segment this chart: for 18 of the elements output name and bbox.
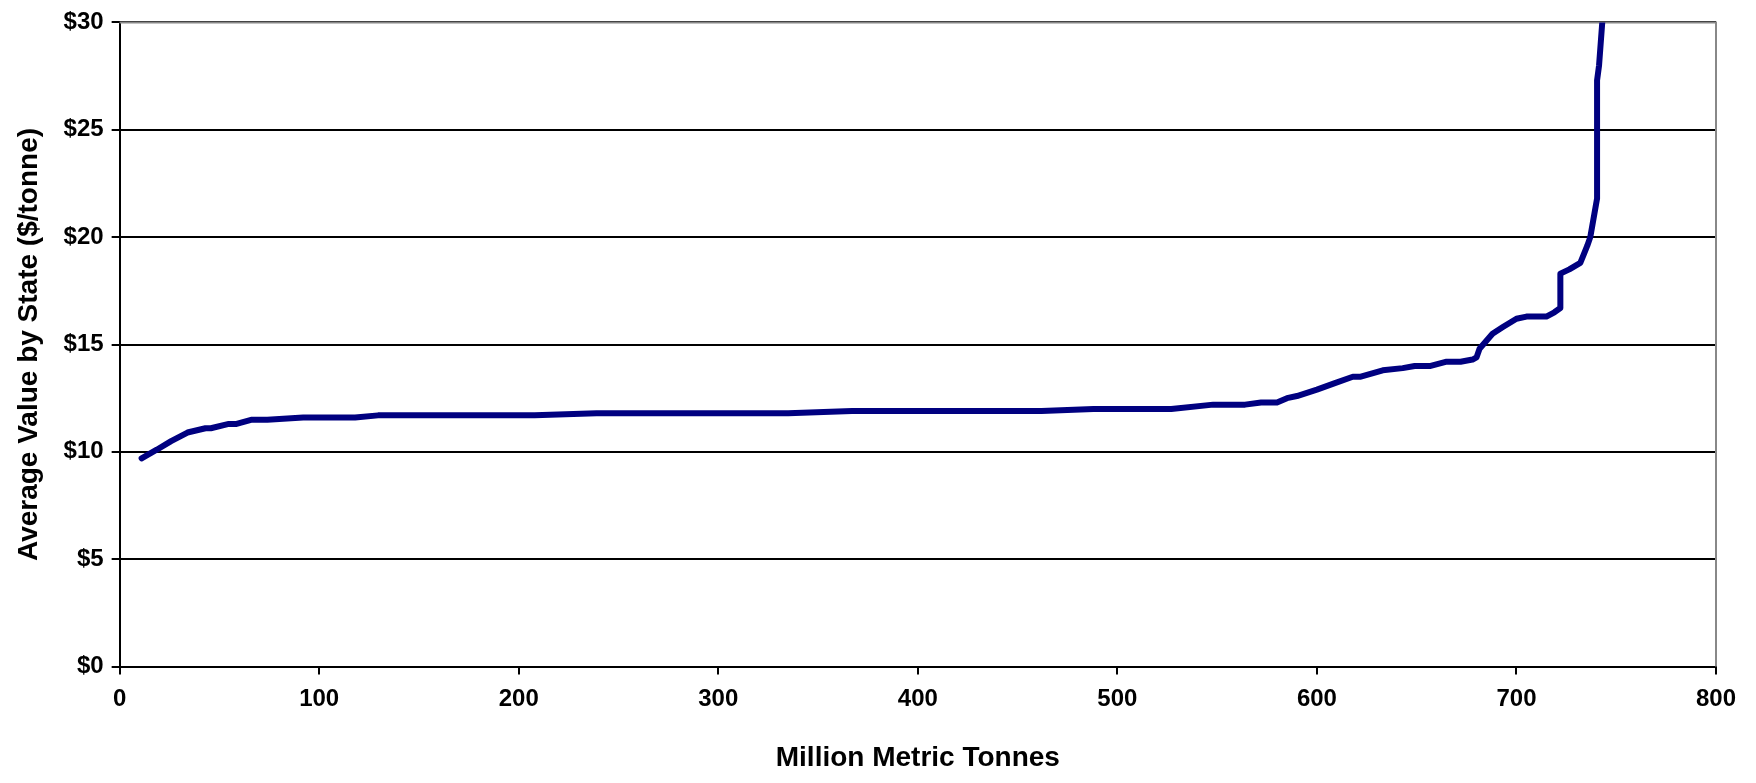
x-tick-label: 700 [1496, 683, 1537, 711]
y-tick-label: $15 [63, 329, 104, 357]
y-tick-label: $25 [63, 114, 104, 142]
y-axis-title: Average Value by State ($/tonne) [11, 127, 43, 562]
x-tick-label: 200 [498, 683, 539, 711]
y-tick-label: $30 [63, 7, 104, 35]
x-tick-label: 500 [1097, 683, 1138, 711]
x-tick-label: 100 [299, 683, 340, 711]
x-tick-label: 300 [698, 683, 739, 711]
x-tick-label: 800 [1695, 683, 1737, 711]
y-tick-label: $0 [76, 651, 104, 679]
x-tick-label: 0 [112, 683, 127, 711]
y-tick-label: $20 [63, 221, 104, 249]
y-tick-label: $5 [76, 543, 104, 571]
x-tick-label: 600 [1296, 683, 1337, 711]
x-tick-label: 400 [897, 683, 938, 711]
x-axis-title: Million Metric Tonnes [775, 740, 1060, 772]
y-tick-label: $10 [63, 436, 104, 464]
